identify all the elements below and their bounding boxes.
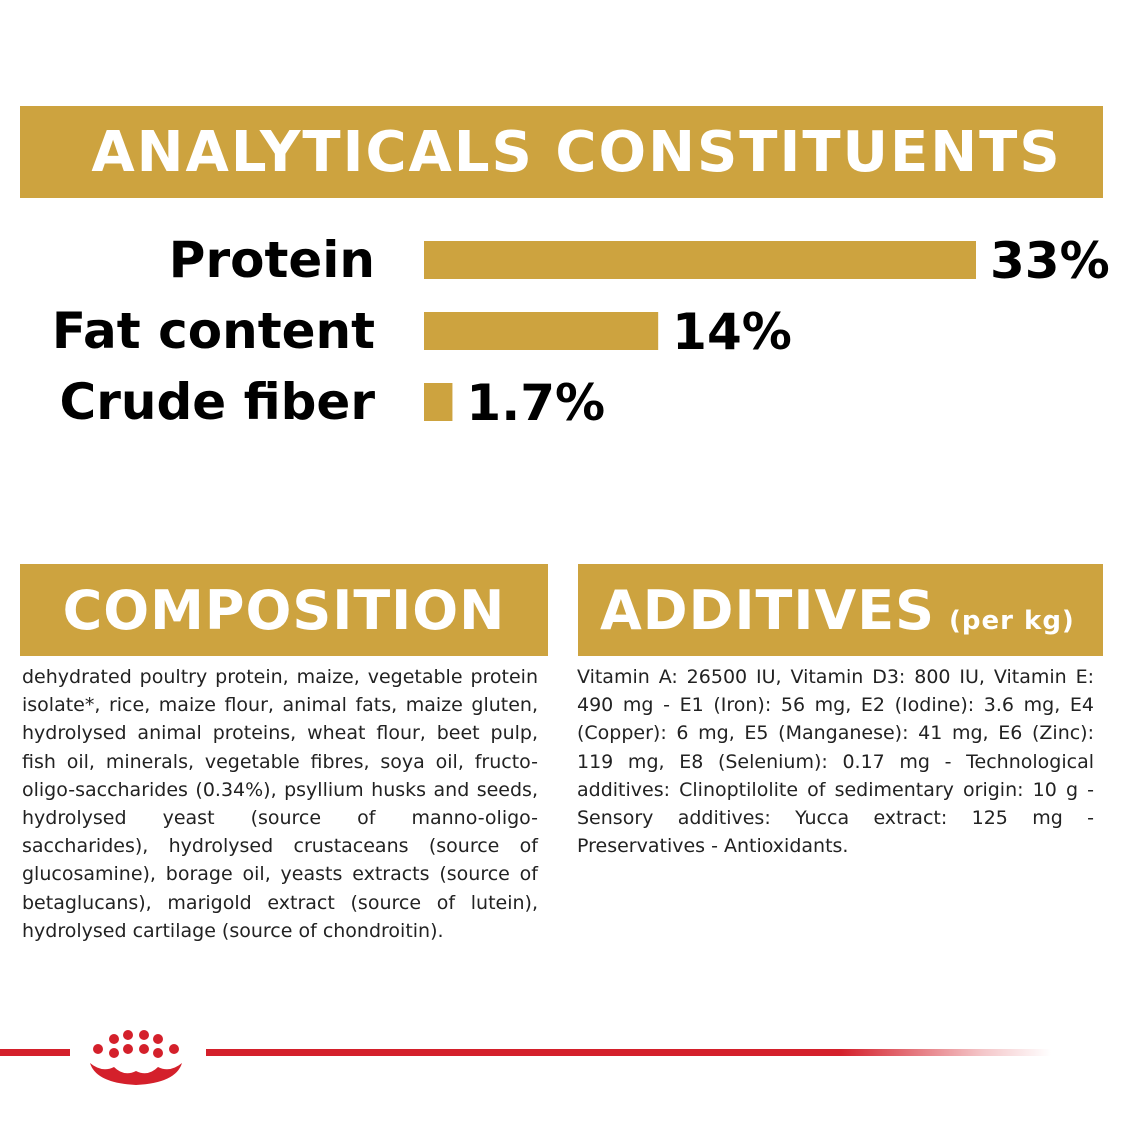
bar-value-crude-fiber: 1.7% xyxy=(466,374,605,432)
bar-label-crude-fiber: Crude fiber xyxy=(60,373,376,431)
bar-label-protein: Protein xyxy=(169,231,375,289)
footer-red-line-right xyxy=(206,1049,1051,1056)
bar-crude-fiber xyxy=(424,383,453,421)
additives-per-kg-label: (per kg) xyxy=(949,606,1075,636)
additives-heading-text: ADDITIVES xyxy=(600,578,936,642)
royal-canin-crown-icon xyxy=(90,1030,182,1085)
analytical-constituents-heading: ANALYTICALS CONSTITUENTS xyxy=(20,106,1103,198)
bar-label-fat-content: Fat content xyxy=(52,302,375,360)
footer-red-line-left xyxy=(0,1049,70,1056)
bar-protein xyxy=(424,241,976,279)
composition-text: dehydrated poultry protein, maize, veget… xyxy=(22,666,538,942)
bar-value-fat-content: 14% xyxy=(672,303,792,361)
additives-heading: ADDITIVES (per kg) xyxy=(578,564,1103,656)
analytical-constituents-heading-text: ANALYTICALS CONSTITUENTS xyxy=(91,119,1062,185)
analytical-constituents-chart: Protein 33% Fat content 14% Crude fiber 1.7% xyxy=(52,231,1110,432)
bar-value-protein: 33% xyxy=(990,232,1110,290)
additives-text: Vitamin A: 26500 IU, Vitamin D3: 800 IU,… xyxy=(577,666,1094,858)
composition-heading-text: COMPOSITION xyxy=(62,578,506,642)
composition-heading: COMPOSITION xyxy=(20,564,548,656)
bar-fat-content xyxy=(424,312,659,350)
